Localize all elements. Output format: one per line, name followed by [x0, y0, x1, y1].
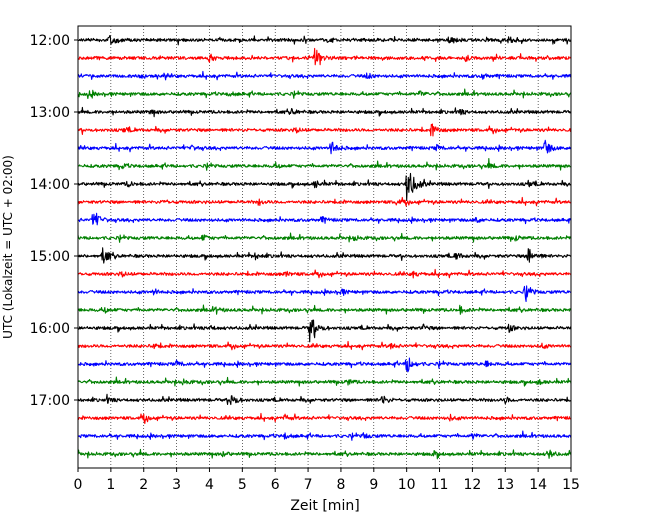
- trace-12-45: [77, 88, 572, 100]
- trace-12-00: [77, 35, 572, 46]
- trace-15-45: [77, 304, 572, 315]
- trace-17-15: [77, 412, 572, 425]
- trace-13-15: [77, 123, 572, 137]
- trace-rows: [77, 35, 572, 460]
- x-tick-label: 12: [463, 477, 481, 493]
- x-tick-label: 13: [496, 477, 514, 493]
- trace-13-30: [77, 139, 572, 155]
- trace-17-00: [77, 393, 572, 406]
- x-tick-label: 15: [562, 477, 580, 493]
- trace-13-00: [77, 106, 572, 118]
- trace-16-45: [77, 376, 572, 387]
- trace-14-45: [77, 232, 572, 243]
- x-tick-label: 11: [431, 477, 449, 493]
- x-tick-label: 8: [336, 477, 345, 493]
- trace-16-15: [77, 340, 572, 351]
- y-axis-label: UTC (Lokalzeit = UTC + 02:00): [1, 155, 15, 339]
- trace-16-30: [77, 357, 572, 373]
- trace-14-15: [77, 196, 572, 207]
- x-axis-label: Zeit [min]: [290, 498, 359, 514]
- x-tick-label: 14: [529, 477, 547, 493]
- trace-12-30: [77, 70, 572, 81]
- trace-17-45: [77, 448, 572, 460]
- y-tick-label: 17:00: [30, 393, 70, 409]
- x-axis-ticks: 0 1 2 3 4 5 6 7 8 9 10 11 12 13 14 15: [74, 468, 580, 493]
- trace-17-30: [77, 430, 572, 441]
- trace-14-30: [77, 212, 572, 226]
- y-axis-ticks: 12:00 13:00 14:00 15:00 16:00 17:00: [30, 33, 78, 409]
- trace-15-00: [77, 247, 572, 264]
- x-tick-label: 0: [74, 477, 83, 493]
- y-tick-label: 12:00: [30, 33, 70, 49]
- x-tick-label: 2: [139, 477, 148, 493]
- x-tick-label: 4: [205, 477, 214, 493]
- trace-12-15: [77, 47, 572, 66]
- x-tick-label: 1: [106, 477, 115, 493]
- x-tick-label: 7: [304, 477, 313, 493]
- y-tick-label: 14:00: [30, 177, 70, 193]
- y-tick-label: 16:00: [30, 321, 70, 337]
- trace-16-00: [77, 319, 572, 343]
- x-tick-label: 10: [398, 477, 416, 493]
- trace-15-15: [77, 268, 572, 279]
- trace-15-30: [77, 285, 572, 303]
- x-tick-label: 5: [238, 477, 247, 493]
- y-tick-label: 15:00: [30, 249, 70, 265]
- y-tick-label: 13:00: [30, 105, 70, 121]
- x-tick-label: 6: [271, 477, 280, 493]
- trace-13-45: [77, 157, 572, 171]
- x-tick-label: 3: [172, 477, 181, 493]
- x-tick-label: 9: [369, 477, 378, 493]
- plot-frame: [77, 25, 572, 469]
- trace-14-00: [77, 172, 572, 201]
